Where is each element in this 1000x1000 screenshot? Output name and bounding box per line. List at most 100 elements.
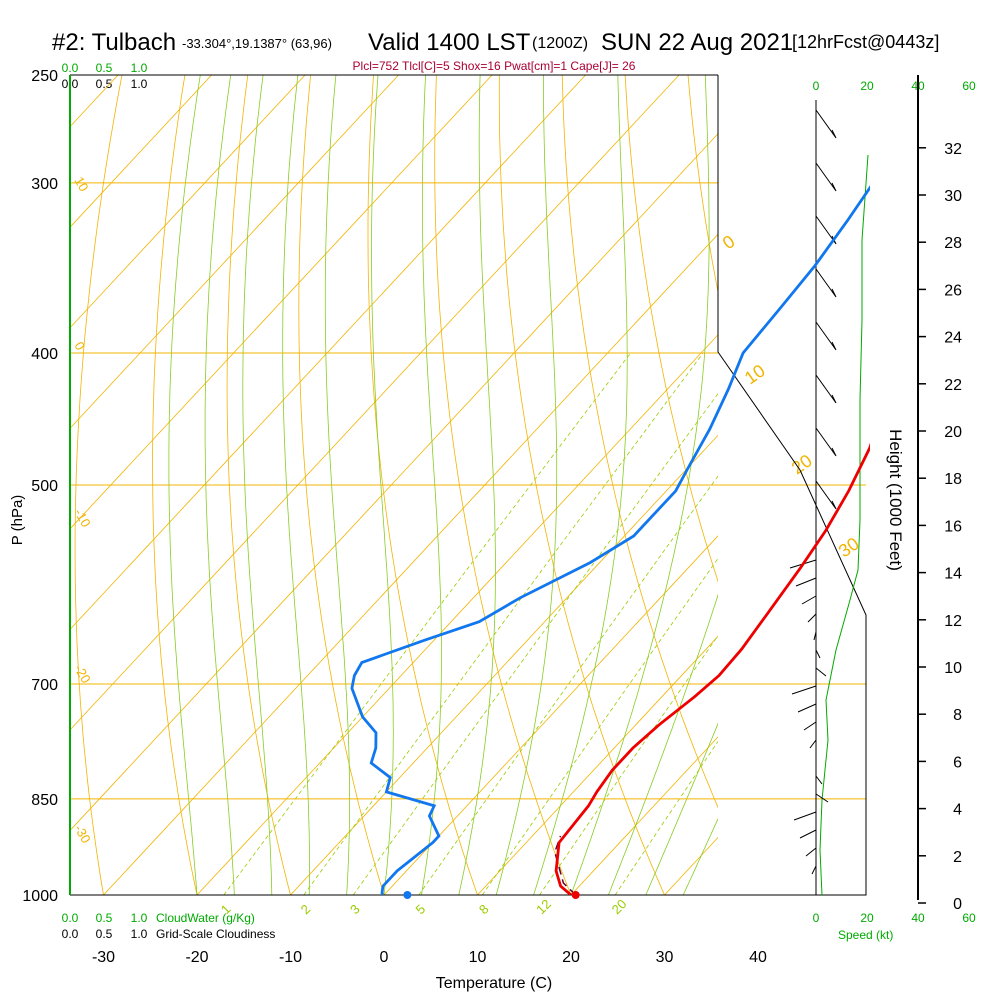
moist-adiabat-line: [421, 75, 442, 895]
dry-adiabat-line: [74, 75, 123, 895]
moist-adiabat-line: [533, 75, 628, 895]
mixing-ratio-line: [223, 352, 631, 895]
wind-barb: [793, 811, 817, 821]
mixing-ratio-line: [418, 475, 718, 895]
wind-barb: [815, 667, 827, 677]
wind-barb: [815, 268, 837, 298]
wind-barb: [791, 685, 817, 695]
dry-adiabat-line: [498, 75, 665, 895]
moist-adiabat-line: [495, 75, 558, 895]
speed-tick-label: 60: [962, 79, 976, 93]
speed-tick-label: 20: [860, 911, 874, 925]
pressure-tick-label: 400: [31, 346, 58, 363]
isotherm-line: [383, 535, 718, 895]
pressure-tick-label: 700: [31, 677, 58, 694]
wind-barb: [815, 480, 837, 510]
utc-time: (1200Z): [532, 35, 588, 52]
wind-barb: [795, 577, 817, 587]
wind-barb: [805, 847, 817, 857]
pressure-tick-label: 300: [31, 176, 58, 193]
wind-barb: [811, 865, 817, 875]
wind-barb: [813, 631, 817, 641]
height-tick-label: 10: [944, 660, 962, 677]
cloud-scale-label: 0.5: [96, 927, 113, 941]
pressure-tick-label: 850: [31, 792, 58, 809]
moist-adiabat-line: [608, 593, 718, 895]
isotherm-line: [477, 635, 718, 895]
moist-adiabat-line: [204, 75, 235, 895]
cloud-scale-label: 0.0: [62, 927, 79, 941]
height-tick-label: 14: [944, 566, 962, 583]
wind-barb: [801, 595, 817, 605]
cloud-scale-label-green: 1.0: [131, 61, 148, 75]
cloud-scale-bottom: 0.0 0.5 1.0 0.0 0.5 1.0 CloudWater (g/Kg) Grid-…: [62, 911, 276, 941]
dewpoint-series: [350, 185, 870, 895]
adiabat-label: -20: [71, 662, 93, 686]
wind-profile: [789, 100, 869, 896]
cloud-scale-label-green: 0.5: [96, 61, 113, 75]
wind-barb: [815, 649, 821, 659]
temperature-tick-label: -20: [185, 949, 208, 966]
height-tick-label: 24: [944, 330, 962, 347]
cloud-water-label: CloudWater (g/Kg): [156, 911, 255, 925]
moist-adiabat-line: [168, 75, 201, 895]
wind-barb: [797, 703, 817, 713]
cloud-scale-label-green: 0.5: [96, 911, 113, 925]
speed-tick-label: 40: [911, 911, 925, 925]
pressure-tick-label: 250: [31, 68, 58, 85]
height-tick-label: 32: [944, 141, 962, 158]
station-coords: -33.304°,19.1387° (63,96): [182, 36, 332, 51]
moist-adiabat-line: [324, 75, 351, 895]
height-tick-label: 4: [953, 802, 962, 819]
temperature-tick-label: 20: [562, 949, 580, 966]
adiabat-label: 0: [71, 339, 88, 353]
mixing-ratio-label: 2: [298, 901, 314, 917]
wind-barb: [815, 321, 837, 351]
temperature-tick-label: 0: [380, 949, 389, 966]
cloud-scale-label-green: 1.0: [131, 911, 148, 925]
temperature-tick-label: 40: [749, 949, 767, 966]
height-tick-label: 12: [944, 613, 962, 630]
station-name: #2: Tulbach: [52, 29, 176, 56]
dry-adiabat-line: [748, 51, 1000, 924]
chart-title: #2: Tulbach -33.304°,19.1387° (63,96) Va…: [52, 29, 939, 56]
wind-barb: [799, 829, 817, 839]
cloud-scale-label-green: 0.0: [62, 911, 79, 925]
wind-barb: [815, 775, 823, 785]
moist-adiabat-line: [645, 722, 718, 895]
mixing-ratio-label: 12: [533, 896, 554, 917]
height-tick-label: 2: [953, 849, 962, 866]
pressure-tick-label: 1000: [22, 888, 58, 905]
isotherm-line: [70, 75, 306, 329]
isotherm-line: [70, 75, 399, 429]
cloud-scale-label-green: 0.0: [62, 61, 79, 75]
isotherm-line: [70, 75, 212, 228]
wind-barb: [803, 721, 817, 731]
temperature-tick-label: 10: [469, 949, 487, 966]
speed-scale-bottom: 0 20 40 60 Speed (kt): [813, 911, 976, 942]
mixing-ratio-line: [352, 393, 718, 895]
forecast-label: [12hrFcst@0443z]: [792, 32, 939, 52]
speed-label: Speed (kt): [838, 928, 893, 942]
cloud-scale-label: 1.0: [131, 927, 148, 941]
height-tick-label: 6: [953, 754, 962, 771]
mixing-ratio-label: 8: [476, 901, 492, 917]
wind-barb: [815, 162, 837, 192]
temperature-tick-label: -30: [92, 949, 115, 966]
dry-adiabat-line: [624, 75, 718, 583]
adiabat-label: -10: [71, 506, 93, 530]
dry-adiabat-line: [152, 75, 198, 895]
stability-indices: Plcl=752 Tlcl[C]=5 Shox=16 Pwat[cm]=1 Ca…: [353, 59, 636, 73]
mixing-ratio-label: 20: [609, 896, 630, 917]
height-tick-label: 26: [944, 282, 962, 299]
dry-adiabat-line: [687, 75, 718, 294]
height-tick-label: 20: [944, 424, 962, 441]
mixing-ratio-labels: 1 2 3 5 8 12 20: [218, 896, 630, 917]
speed-tick-label: 0: [813, 911, 820, 925]
wind-barb: [815, 109, 837, 139]
temperature-series: [554, 442, 870, 895]
mixing-ratio-line: [303, 352, 704, 895]
